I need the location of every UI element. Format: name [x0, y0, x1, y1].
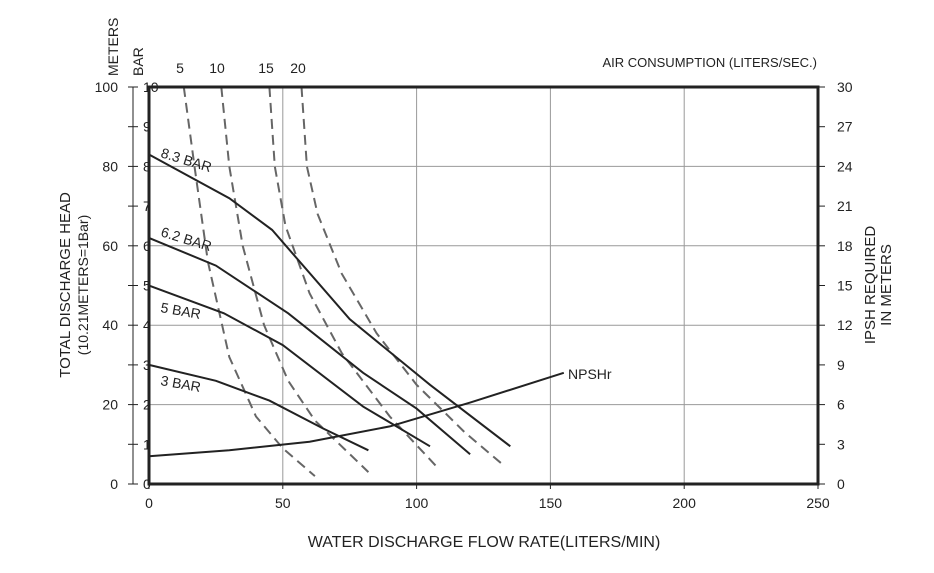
right-tick-label: 27 [837, 119, 853, 135]
curve-label-8-3-bar: 8.3 BAR [159, 145, 214, 176]
x-tick-label: 200 [673, 495, 697, 511]
x-tick-label: 150 [539, 495, 563, 511]
right-tick-label: 9 [837, 357, 845, 373]
meters-tick-label: 20 [102, 397, 118, 413]
bar-tick-label: 7 [143, 198, 151, 214]
curve-label-6-2-bar: 6.2 BAR [159, 224, 214, 255]
air-top-label: 10 [209, 60, 225, 76]
right-tick-label: 15 [837, 278, 853, 294]
bar-tick-label: 2 [143, 397, 151, 413]
meters-tick-label: 0 [110, 476, 118, 492]
x-tick-label: 50 [275, 495, 291, 511]
x-tick-label: 0 [145, 495, 153, 511]
labels: 0 50 100 150 200 2500123456789100204060801000… [57, 18, 895, 551]
air-consumption-curves [182, 86, 503, 477]
bar-tick-label: 8 [143, 158, 151, 174]
air-curve-10 [220, 86, 370, 473]
series-5-bar [148, 284, 431, 448]
air-top-label: 5 [176, 60, 184, 76]
right-tick-label: 18 [837, 238, 853, 254]
right-tick-label: 6 [837, 397, 845, 413]
air-curve-15 [268, 86, 439, 469]
meters-tick-label: 60 [102, 238, 118, 254]
x-axis-title: WATER DISCHARGE FLOW RATE(LITERS/MIN) [308, 534, 661, 551]
bar-unit-label: BAR [130, 47, 146, 76]
axes [128, 86, 825, 489]
curve-label-5-bar: 5 BAR [159, 299, 202, 322]
x-tick-label: 250 [806, 495, 830, 511]
right-axis-title-line1: IPSH REQUIRED [862, 226, 879, 345]
right-axis-title-line2: IN METERS [878, 244, 895, 326]
bar-tick-label: 10 [143, 79, 159, 95]
meters-tick-label: 40 [102, 317, 118, 333]
bar-tick-label: 1 [143, 436, 151, 452]
right-tick-label: 21 [837, 198, 853, 214]
grid [149, 87, 818, 484]
plot-frame [147, 85, 820, 486]
bar-tick-label: 9 [143, 119, 151, 135]
y-axis-title-line2: (10.21METERS=1Bar) [75, 215, 91, 355]
air-top-label: 20 [290, 60, 306, 76]
right-tick-label: 30 [837, 79, 853, 95]
curve-label-3-bar: 3 BAR [159, 372, 202, 395]
x-tick-label: 100 [405, 495, 429, 511]
meters-unit-label: METERS [105, 18, 121, 76]
y-axis-title: TOTAL DISCHARGE HEAD (10.21METERS=1Bar) [57, 192, 91, 378]
curve-label-npshr: NPSHr [568, 366, 612, 382]
right-tick-label: 24 [837, 158, 853, 174]
air-curve-5 [182, 86, 316, 477]
bar-tick-label: 6 [143, 238, 151, 254]
air-curve-20 [300, 86, 503, 465]
meters-tick-label: 100 [95, 79, 119, 95]
bar-tick-label: 5 [143, 278, 151, 294]
right-axis-title: IPSH REQUIRED IN METERS [862, 226, 895, 345]
bar-tick-label: 3 [143, 357, 151, 373]
right-tick-label: 3 [837, 436, 845, 452]
right-tick-label: 0 [837, 476, 845, 492]
bar-tick-label: 0 [143, 476, 151, 492]
discharge-curves [148, 153, 565, 458]
meters-tick-label: 80 [102, 158, 118, 174]
series-8-3-bar [148, 153, 511, 448]
air-top-label: 15 [258, 60, 274, 76]
air-consumption-label: AIR CONSUMPTION (LITERS/SEC.) [602, 55, 817, 70]
series-npshr [148, 371, 565, 458]
y-axis-title-line1: TOTAL DISCHARGE HEAD [57, 192, 74, 378]
right-tick-label: 12 [837, 317, 853, 333]
bar-tick-label: 4 [143, 317, 151, 333]
